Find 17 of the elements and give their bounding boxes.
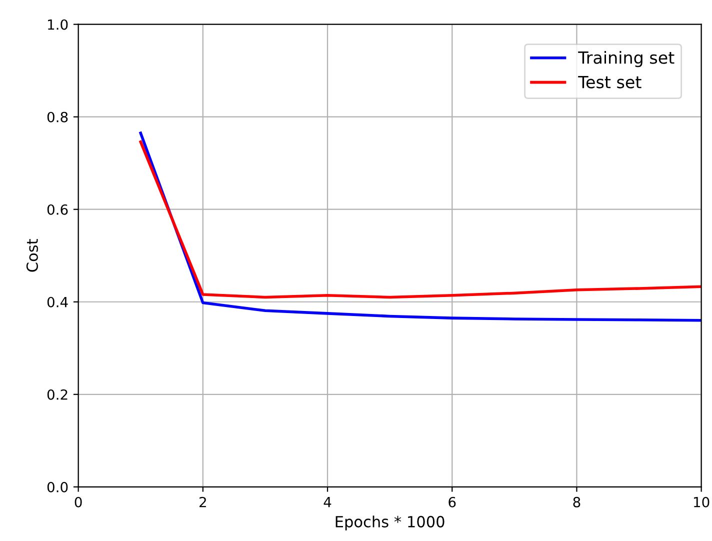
- x-axis-title: Epochs * 1000: [336, 516, 444, 530]
- x-tick-label: 2: [200, 496, 206, 508]
- legend-label: Test set: [578, 76, 642, 88]
- y-tick-label: 0.8: [47, 112, 68, 122]
- legend-label: Training set: [578, 51, 674, 68]
- x-tick-label: 10: [694, 496, 710, 508]
- y-tick-label: 0.6: [47, 204, 68, 215]
- y-tick-label: 0.2: [47, 389, 68, 400]
- y-tick-label: 0.0: [47, 482, 68, 492]
- x-tick-label: 8: [573, 496, 580, 508]
- y-tick-label: 1.0: [48, 19, 68, 30]
- x-tick-label: 0: [74, 496, 82, 508]
- line-series: [139, 140, 702, 299]
- x-tick-label: 6: [448, 496, 456, 508]
- x-tick-label: 4: [324, 497, 332, 508]
- y-axis-title: Cost: [26, 239, 38, 272]
- y-tick-label: 0.4: [47, 296, 68, 308]
